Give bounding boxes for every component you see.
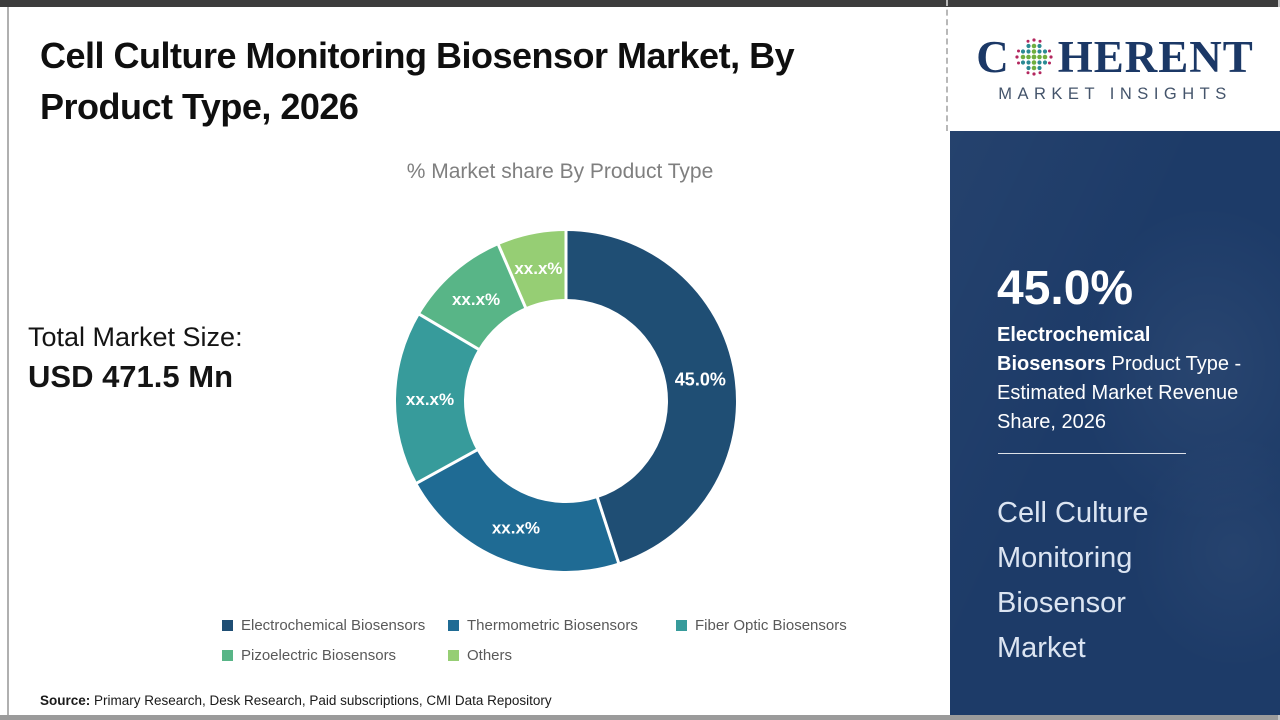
segment-gap — [418, 312, 481, 352]
legend-swatch-fiber-optic — [676, 619, 687, 631]
legend-swatch-pizoelectric — [222, 649, 233, 661]
legend-item-pizoelectric: Pizoelectric Biosensors — [222, 645, 448, 665]
donut-segment — [498, 231, 566, 308]
sidebar-divider — [998, 453, 1186, 454]
segment-value-label: xx.x% — [406, 390, 454, 409]
total-market-size: Total Market Size: USD 471.5 Mn — [28, 322, 243, 395]
sidebar-market-name: Cell Culture Monitoring Biosensor Market — [997, 497, 1149, 664]
chart-subtitle: % Market share By Product Type — [406, 160, 714, 183]
page-title-line2: Product Type, 2026 — [40, 86, 359, 127]
total-market-size-label: Total Market Size: — [28, 322, 243, 352]
donut-chart: 45.0% xx.x% xx.x% xx.x% xx.x% — [386, 221, 746, 581]
legend-item-fiber-optic: Fiber Optic Biosensors — [676, 615, 916, 635]
donut-segment — [395, 314, 479, 483]
page-title-line1: Cell Culture Monitoring Biosensor Market… — [40, 35, 795, 76]
bottom-border — [0, 715, 1280, 720]
top-border — [0, 0, 1280, 7]
donut-segment — [417, 450, 619, 571]
segment-gap — [595, 495, 621, 565]
page-title: Cell Culture Monitoring Biosensor Market… — [40, 30, 880, 132]
dotted-globe-icon — [1015, 38, 1053, 76]
brand-word-start: C — [976, 31, 1010, 82]
segment-value-label: xx.x% — [514, 259, 562, 278]
legend-label: Others — [467, 646, 513, 664]
legend-label: Fiber Optic Biosensors — [695, 616, 847, 634]
brand-logo: C — [950, 7, 1280, 131]
highlight-stat-value: 45.0% — [997, 262, 1134, 315]
segment-gap — [415, 447, 480, 485]
total-market-size-value: USD 471.5 Mn — [28, 359, 234, 394]
legend-label: Electrochemical Biosensors — [241, 616, 426, 634]
source-line: Source: Primary Research, Desk Research,… — [40, 693, 552, 708]
segment-gap — [496, 243, 528, 310]
sidebar: C — [950, 0, 1280, 720]
donut-chart-svg: 45.0% xx.x% xx.x% xx.x% xx.x% — [395, 230, 736, 571]
left-border — [7, 7, 9, 715]
sidebar-panel: 45.0% Electrochemical Biosensors Product… — [950, 131, 1280, 715]
legend-item-thermometric: Thermometric Biosensors — [448, 615, 676, 635]
segment-value-label: xx.x% — [492, 518, 540, 537]
legend-item-electrochemical: Electrochemical Biosensors — [222, 615, 448, 635]
donut-segment — [419, 244, 526, 350]
legend-label: Pizoelectric Biosensors — [241, 646, 397, 664]
dashed-separator — [946, 0, 948, 131]
legend-swatch-thermometric — [448, 619, 459, 631]
legend-swatch-others — [448, 649, 459, 661]
legend-item-others: Others — [448, 645, 512, 665]
highlight-stat-description: Electrochemical Biosensors Product Type … — [997, 321, 1257, 437]
donut-segment — [566, 231, 736, 563]
brand-tagline: MARKET INSIGHTS — [998, 84, 1232, 103]
source-label: Source: — [40, 693, 91, 708]
source-text: Primary Research, Desk Research, Paid su… — [90, 693, 552, 708]
segment-value-label: 45.0% — [675, 370, 726, 390]
highlight-stat-bold: Electrochemical Biosensors — [997, 324, 1151, 375]
highlight-stat-rest: Product Type - Estimated Market Revenue … — [997, 353, 1242, 433]
legend-swatch-electrochemical — [222, 619, 233, 631]
legend-label: Thermometric Biosensors — [467, 616, 638, 634]
chart-legend: Electrochemical Biosensors Thermometric … — [222, 615, 922, 665]
segment-value-label: xx.x% — [452, 290, 500, 309]
brand-word-end: HERENT — [1057, 31, 1254, 82]
